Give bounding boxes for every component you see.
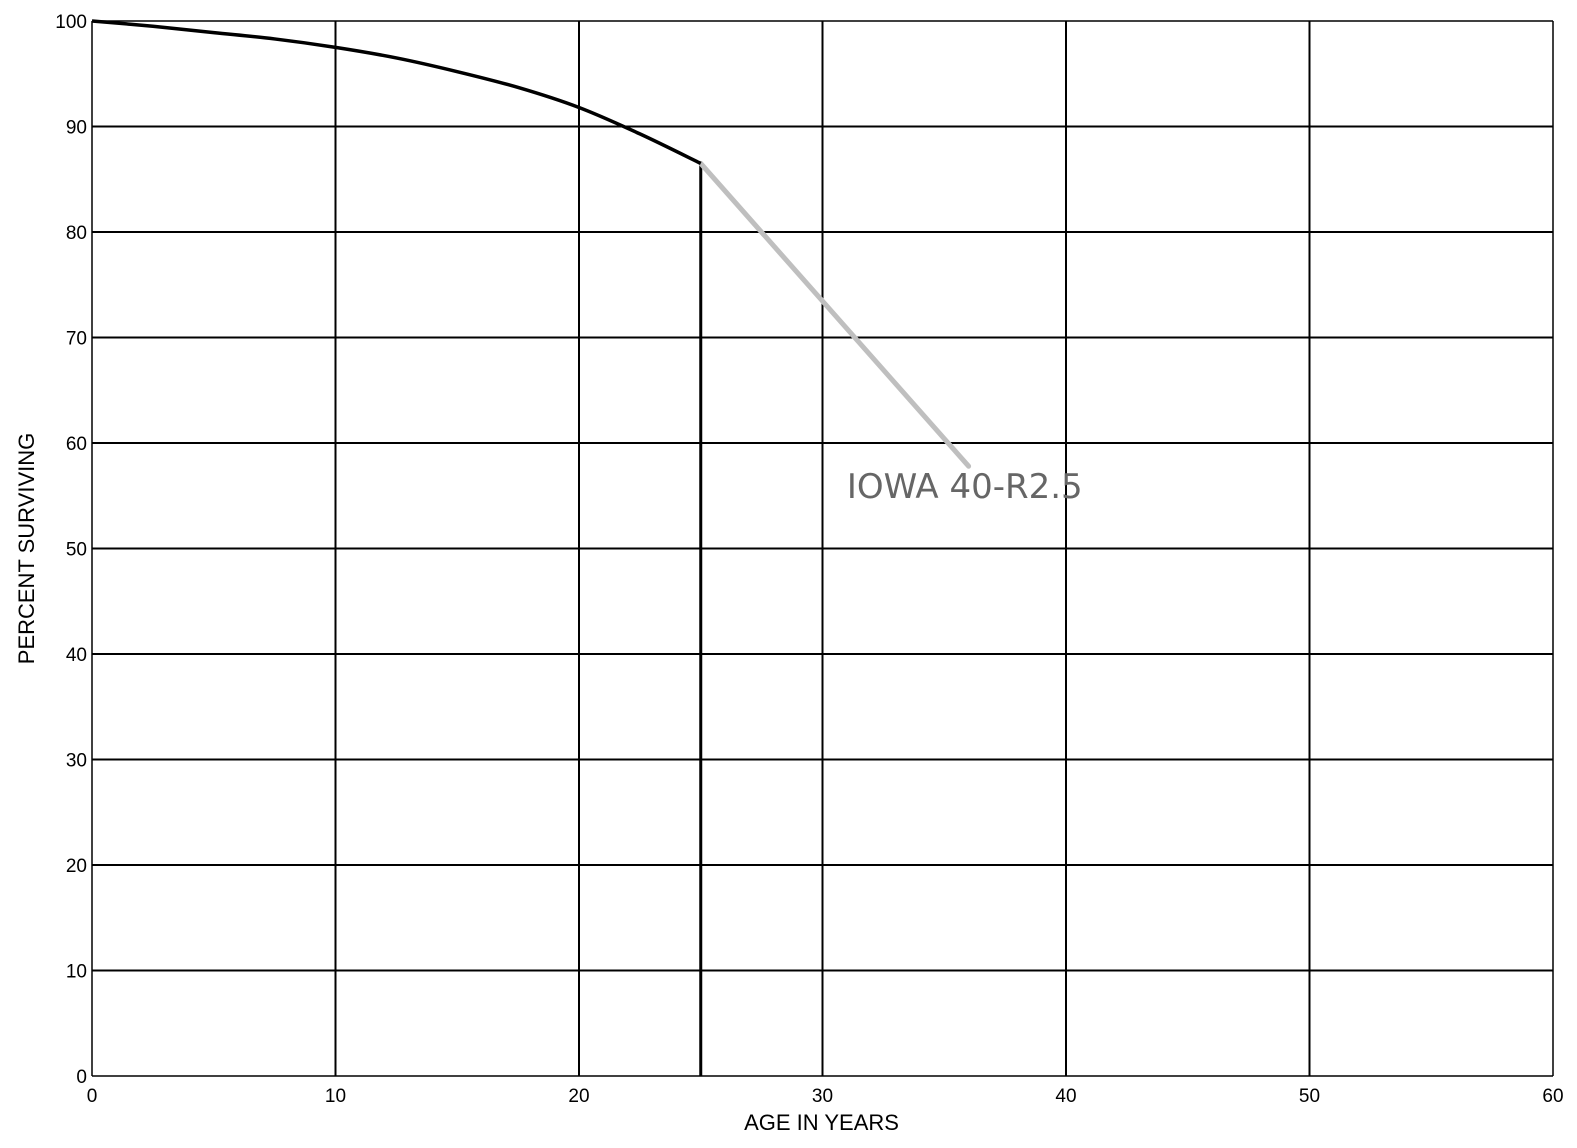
x-tick-label: 60	[1542, 1086, 1563, 1107]
x-tick-label: 10	[325, 1086, 346, 1107]
x-tick-label: 50	[1299, 1086, 1320, 1107]
x-tick-label: 30	[812, 1086, 833, 1107]
y-tick-label: 30	[66, 751, 87, 772]
tick-labels: 0 10 20 30 40 50 60 70 80 90 100 0 10 20 30 40 50 60	[55, 12, 1563, 1107]
gridlines	[91, 20, 1554, 1077]
x-tick-label: 0	[87, 1086, 98, 1107]
y-tick-label: 90	[66, 118, 87, 139]
y-tick-label: 20	[66, 856, 87, 877]
y-tick-label: 80	[66, 223, 87, 244]
y-axis-title: PERCENT SURVIVING	[14, 433, 39, 664]
annotation-labels: IOWA 40-R2.5	[847, 467, 1083, 507]
y-tick-label: 40	[66, 645, 87, 666]
annotation-label: IOWA 40-R2.5	[847, 467, 1083, 507]
x-tick-label: 20	[568, 1086, 589, 1107]
annotation-pointers	[698, 160, 972, 469]
survivor-curve-line	[91, 19, 702, 165]
series-lines	[91, 19, 702, 165]
y-tick-label: 60	[66, 434, 87, 455]
annotation-pointer-line	[698, 160, 972, 469]
y-tick-label: 70	[66, 329, 87, 350]
y-tick-label: 0	[76, 1067, 87, 1088]
x-tick-label: 40	[1055, 1086, 1076, 1107]
y-tick-label: 100	[55, 12, 87, 33]
y-tick-label: 10	[66, 962, 87, 983]
x-axis-title: AGE IN YEARS	[744, 1110, 899, 1135]
y-tick-label: 50	[66, 540, 87, 561]
